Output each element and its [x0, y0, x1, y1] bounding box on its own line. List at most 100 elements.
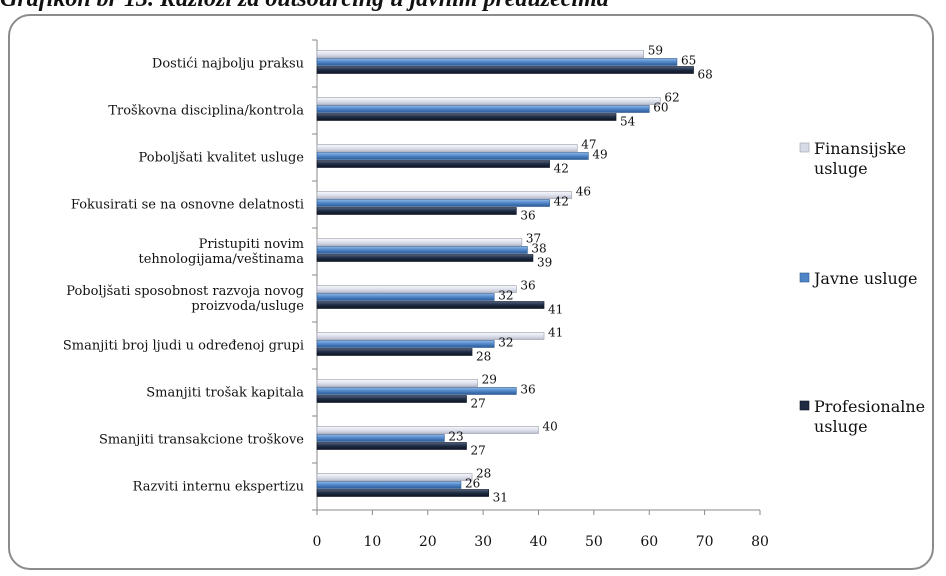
category-label-line: Pristupiti novim: [199, 237, 304, 252]
category-label: Razviti internu ekspertizu: [133, 480, 304, 495]
legend-swatch: [799, 400, 810, 411]
axis-layer: 0 10 20 30 40 50 60 70 80: [312, 39, 769, 550]
value-label: 32: [498, 289, 513, 303]
bar: [316, 246, 528, 254]
bar: [316, 113, 617, 121]
x-tick-label: 0: [313, 534, 322, 550]
bar: [316, 285, 517, 293]
value-label: 59: [648, 44, 663, 58]
x-tick-label: 10: [363, 534, 381, 550]
bar: [316, 50, 645, 58]
value-label: 41: [548, 326, 563, 340]
bar: [316, 58, 678, 66]
value-label: 49: [592, 148, 607, 162]
legend-label: Profesionalne: [814, 397, 925, 416]
bar: [316, 387, 517, 395]
legend-label: usluge: [814, 417, 868, 436]
bar: [316, 254, 534, 262]
category-label-line: Troškovna disciplina/kontrola: [108, 104, 304, 119]
bar: [316, 160, 550, 168]
x-tick-label: 70: [696, 534, 714, 550]
value-label: 42: [554, 162, 569, 176]
legend-label: Finansijske: [814, 139, 906, 158]
value-label: 36: [520, 279, 535, 293]
value-label: 60: [653, 101, 668, 115]
value-label: 29: [482, 373, 497, 387]
value-label: 36: [520, 209, 535, 223]
value-label: 36: [520, 383, 535, 397]
category-label-line: tehnologijama/veštinama: [139, 252, 305, 267]
bar: [316, 473, 473, 481]
x-tick-label: 30: [474, 534, 492, 550]
category-label: Dostići najbolju praksu: [152, 57, 304, 72]
bar: [316, 293, 495, 301]
bar: [316, 348, 473, 356]
category-label: Smanjiti broj ljudi u određenoj grupi: [63, 339, 304, 354]
category-label: Poboljšati kvalitet usluge: [139, 151, 305, 166]
legend-label: usluge: [814, 159, 868, 178]
bar: [316, 152, 589, 160]
bar: [316, 66, 694, 74]
category-label-line: Dostići najbolju praksu: [152, 57, 304, 72]
value-label: 54: [620, 115, 636, 129]
x-tick-label: 80: [751, 534, 769, 550]
bar: [316, 481, 462, 489]
category-label: Fokusirati se na osnovne delatnosti: [71, 198, 304, 213]
bar: [316, 144, 578, 152]
bar: [316, 238, 523, 246]
legend-swatch: [799, 272, 810, 283]
category-label: Smanjiti trošak kapitala: [146, 386, 304, 401]
bar: [316, 301, 545, 309]
legend-label: Javne usluge: [812, 269, 918, 288]
bar-layer: [316, 50, 694, 497]
bar: [316, 207, 517, 215]
value-label: 27: [471, 444, 486, 458]
category-label-line: Poboljšati kvalitet usluge: [139, 151, 305, 166]
category-label-line: Smanjiti broj ljudi u određenoj grupi: [63, 339, 304, 354]
category-label: Pristupiti novim tehnologijama/veštinama: [139, 237, 305, 267]
x-tick-label: 60: [640, 534, 658, 550]
bar: [316, 105, 650, 113]
value-label: 41: [548, 303, 563, 317]
value-label: 47: [581, 138, 596, 152]
value-label: 28: [476, 350, 491, 364]
bar: [316, 379, 478, 387]
bar: [316, 395, 467, 403]
value-label: 68: [698, 68, 713, 82]
bar: [316, 489, 489, 497]
value-label: 26: [465, 477, 480, 491]
category-label-line: Fokusirati se na osnovne delatnosti: [71, 198, 304, 213]
value-label: 46: [576, 185, 591, 199]
value-label: 31: [493, 491, 508, 505]
bar: [316, 340, 495, 348]
value-label: 28: [476, 467, 491, 481]
value-label: 27: [471, 397, 486, 411]
value-labels: 5965686260544749424642363738393632414132…: [448, 44, 712, 505]
category-label: Poboljšati sposobnost razvoja novog proiz…: [66, 284, 304, 314]
bar: [316, 434, 445, 442]
value-label: 39: [537, 256, 552, 270]
value-label: 65: [681, 54, 696, 68]
category-label-line: proizvoda/usluge: [191, 299, 304, 314]
category-label-line: Poboljšati sposobnost razvoja novog: [66, 284, 304, 299]
x-tick-label: 40: [530, 534, 548, 550]
x-tick-label: 50: [585, 534, 603, 550]
bar: [316, 191, 573, 199]
figure-caption: Grafikon br 13. Razlozi za outsourcing u…: [0, 0, 609, 13]
category-label-line: Smanjiti transakcione troškove: [99, 433, 304, 448]
value-label: 40: [543, 420, 558, 434]
legend-swatch: [799, 142, 810, 153]
value-label: 32: [498, 336, 513, 350]
x-tick-label: 20: [419, 534, 437, 550]
category-label: Troškovna disciplina/kontrola: [108, 104, 304, 119]
value-label: 38: [531, 242, 546, 256]
bar: [316, 199, 550, 207]
value-label: 62: [664, 91, 679, 105]
bar: [316, 442, 467, 450]
value-label: 42: [554, 195, 569, 209]
value-label: 23: [448, 430, 463, 444]
bar: [316, 97, 661, 105]
category-label-line: Razviti internu ekspertizu: [133, 480, 304, 495]
